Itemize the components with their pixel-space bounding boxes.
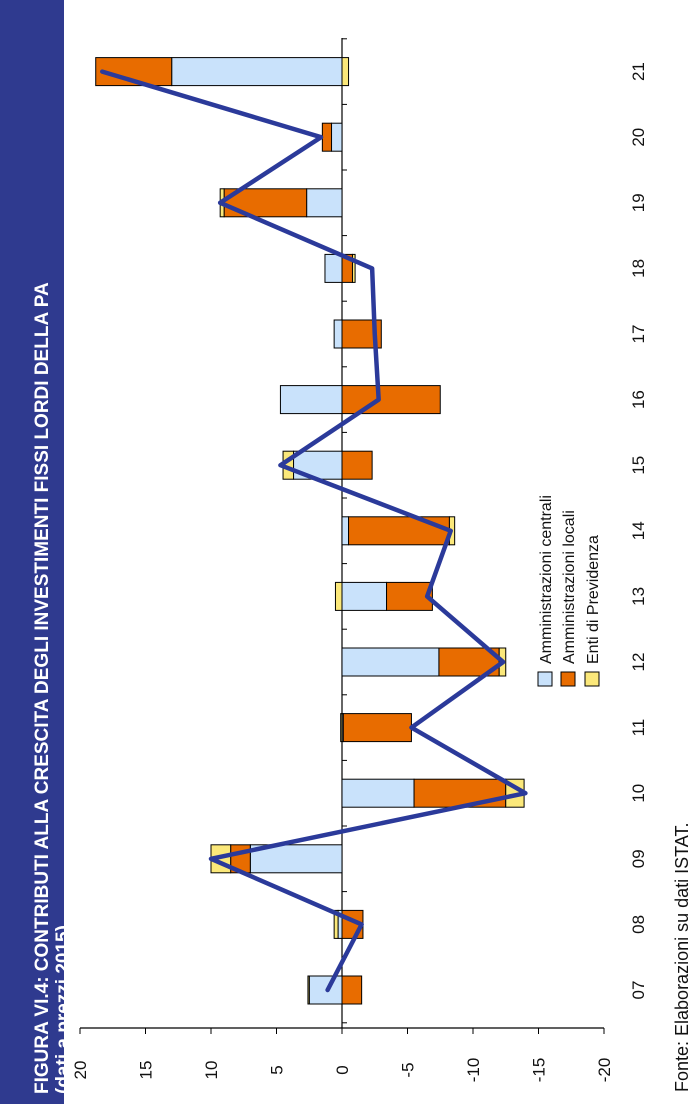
legend-label: Amministrazioni centrali [538,495,555,664]
legend-swatch [560,671,576,687]
bar-segment [340,713,343,743]
bar-segment [341,581,388,611]
value-tick-label: 10 [202,1061,221,1080]
value-tick-label: -10 [464,1058,483,1083]
bar-segment [279,385,343,415]
legend-label: Amministrazioni locali [561,510,578,664]
bar-segment [348,516,450,546]
bar-segment [351,253,356,283]
category-label: 18 [629,259,648,278]
legend-swatch [584,671,600,687]
bar-segment [307,975,310,1005]
value-tick-label: 20 [71,1061,90,1080]
category-label: 14 [629,521,648,540]
category-label: 07 [629,981,648,1000]
category-label: 19 [629,193,648,212]
value-tick-label: -15 [530,1058,549,1083]
value-tick-label: 15 [137,1061,156,1080]
category-label: 10 [629,784,648,803]
bar-segment [341,450,373,480]
value-tick-label: 5 [268,1065,287,1074]
category-label: 11 [629,719,648,737]
bar-segment [334,581,343,611]
bar-segment [341,778,415,808]
bar-segment [341,647,440,677]
bar-segment [324,253,343,283]
category-label: 20 [629,128,648,147]
legend-swatch [537,671,553,687]
source-note: Fonte: Elaborazioni su dati ISTAT. [672,0,688,1104]
category-label: 21 [629,62,648,81]
bar-segment [413,778,507,808]
bar-segment [306,188,343,218]
bar-segment [386,581,433,611]
category-label: 12 [629,653,648,672]
value-tick-label: 0 [333,1065,352,1074]
category-label: 15 [629,456,648,475]
bar-segment [331,122,343,152]
category-label: 08 [629,915,648,934]
bar-segment [333,909,339,939]
category-label: 16 [629,390,648,409]
bar-segment [341,516,350,546]
title-band [0,0,64,1104]
bar-segment [321,122,333,152]
category-label: 13 [629,587,648,606]
value-tick-label: -5 [399,1062,418,1077]
legend-label: Enti di Previdenza [585,535,602,664]
category-label: 17 [629,325,648,344]
bar-segment [341,975,363,1005]
bar-segment [171,57,343,87]
bar-segment [342,713,412,743]
bar-segment [333,319,343,349]
total-line [100,69,528,993]
value-tick-label: -20 [595,1058,614,1083]
category-label: 09 [629,849,648,868]
bar-segment [341,385,441,415]
source-text: Fonte: Elaborazioni su dati ISTAT. [672,822,688,1092]
bar-segment [341,57,350,87]
